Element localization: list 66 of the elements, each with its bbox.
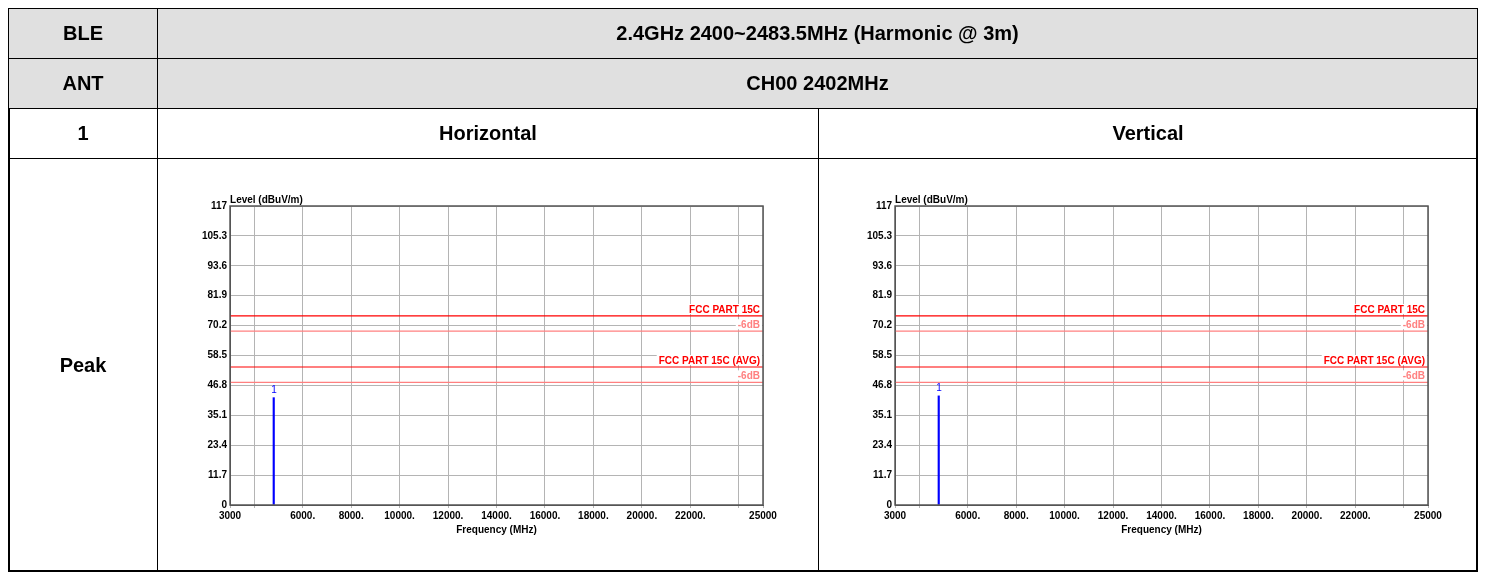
y-tick-label: 11.7 [873, 468, 893, 480]
x-axis-title: Frequency (MHz) [456, 523, 537, 535]
x-tick-label: 12000. [432, 509, 464, 521]
x-tick-label: 18000. [1243, 509, 1274, 521]
y-tick-label: 58.5 [872, 349, 893, 361]
y-tick-label: 0 [221, 498, 228, 510]
text: Peak [8, 158, 158, 572]
ref-line-label: -6dB [1402, 318, 1425, 330]
chart-title: Horizontal [157, 108, 819, 159]
x-tick-label: 6000. [955, 509, 981, 521]
ref-line-label: FCC PART 15C [689, 303, 760, 315]
x-tick-label: 16000. [529, 509, 561, 521]
y-tick-label: 105.3 [201, 229, 228, 241]
text: 2.4GHz 2400~2483.5MHz (Harmonic @ 3m) [157, 8, 1478, 59]
x-tick-label: 3000 [883, 509, 907, 521]
x-tick-label: 25000 [1414, 509, 1443, 521]
y-tick-label: 93.6 [872, 259, 893, 271]
ref-line-label: -6dB [737, 318, 760, 330]
y-tick-label: 93.6 [207, 259, 228, 271]
y-tick-label: 105.3 [866, 229, 893, 241]
text: 1 [8, 108, 158, 159]
x-tick-label: 22000. [1340, 509, 1371, 521]
ref-line-label: -6dB [1402, 370, 1425, 382]
x-tick-label: 6000. [290, 509, 316, 521]
y-tick-label: 0 [886, 498, 893, 510]
y-tick-label: 70.2 [872, 319, 893, 331]
x-tick-label: 14000. [1146, 509, 1178, 521]
y-axis-title: Level (dBuV/m) [895, 193, 968, 205]
x-tick-label: 8000. [1003, 509, 1029, 521]
y-tick-label: 70.2 [207, 319, 228, 331]
chart-title: Vertical [818, 108, 1478, 159]
text: ANT [8, 58, 158, 109]
x-tick-label: 14000. [481, 509, 513, 521]
ref-line-label: FCC PART 15C (AVG) [1323, 354, 1425, 366]
annotation: 1 [936, 381, 943, 393]
y-tick-label: 117 [210, 199, 228, 211]
x-tick-label: 3000 [218, 509, 242, 521]
x-tick-label: 18000. [578, 509, 609, 521]
y-tick-label: 117 [875, 199, 893, 211]
text: CH00 2402MHz [157, 58, 1478, 109]
y-tick-label: 81.9 [207, 289, 228, 301]
x-tick-label: 25000 [749, 509, 778, 521]
y-tick-label: 11.7 [208, 468, 228, 480]
text: BLE [8, 8, 158, 59]
ref-line-label: FCC PART 15C [1354, 303, 1425, 315]
y-tick-label: 23.4 [872, 438, 893, 450]
y-tick-label: 46.8 [872, 379, 893, 391]
y-tick-label: 35.1 [872, 409, 893, 421]
x-tick-label: 10000. [384, 509, 416, 521]
x-tick-label: 20000. [1291, 509, 1323, 521]
x-axis-title: Frequency (MHz) [1121, 523, 1202, 535]
y-tick-label: 46.8 [207, 379, 228, 391]
y-tick-label: 23.4 [207, 438, 228, 450]
x-tick-label: 22000. [675, 509, 706, 521]
y-tick-label: 35.1 [207, 409, 228, 421]
y-tick-label: 81.9 [872, 289, 893, 301]
annotation: 1 [271, 383, 278, 395]
x-tick-label: 20000. [626, 509, 658, 521]
x-tick-label: 8000. [338, 509, 364, 521]
y-axis-title: Level (dBuV/m) [230, 193, 303, 205]
x-tick-label: 10000. [1049, 509, 1081, 521]
y-tick-label: 58.5 [207, 349, 228, 361]
x-tick-label: 12000. [1097, 509, 1129, 521]
x-tick-label: 16000. [1194, 509, 1226, 521]
ref-line-label: FCC PART 15C (AVG) [658, 354, 760, 366]
ref-line-label: -6dB [737, 370, 760, 382]
